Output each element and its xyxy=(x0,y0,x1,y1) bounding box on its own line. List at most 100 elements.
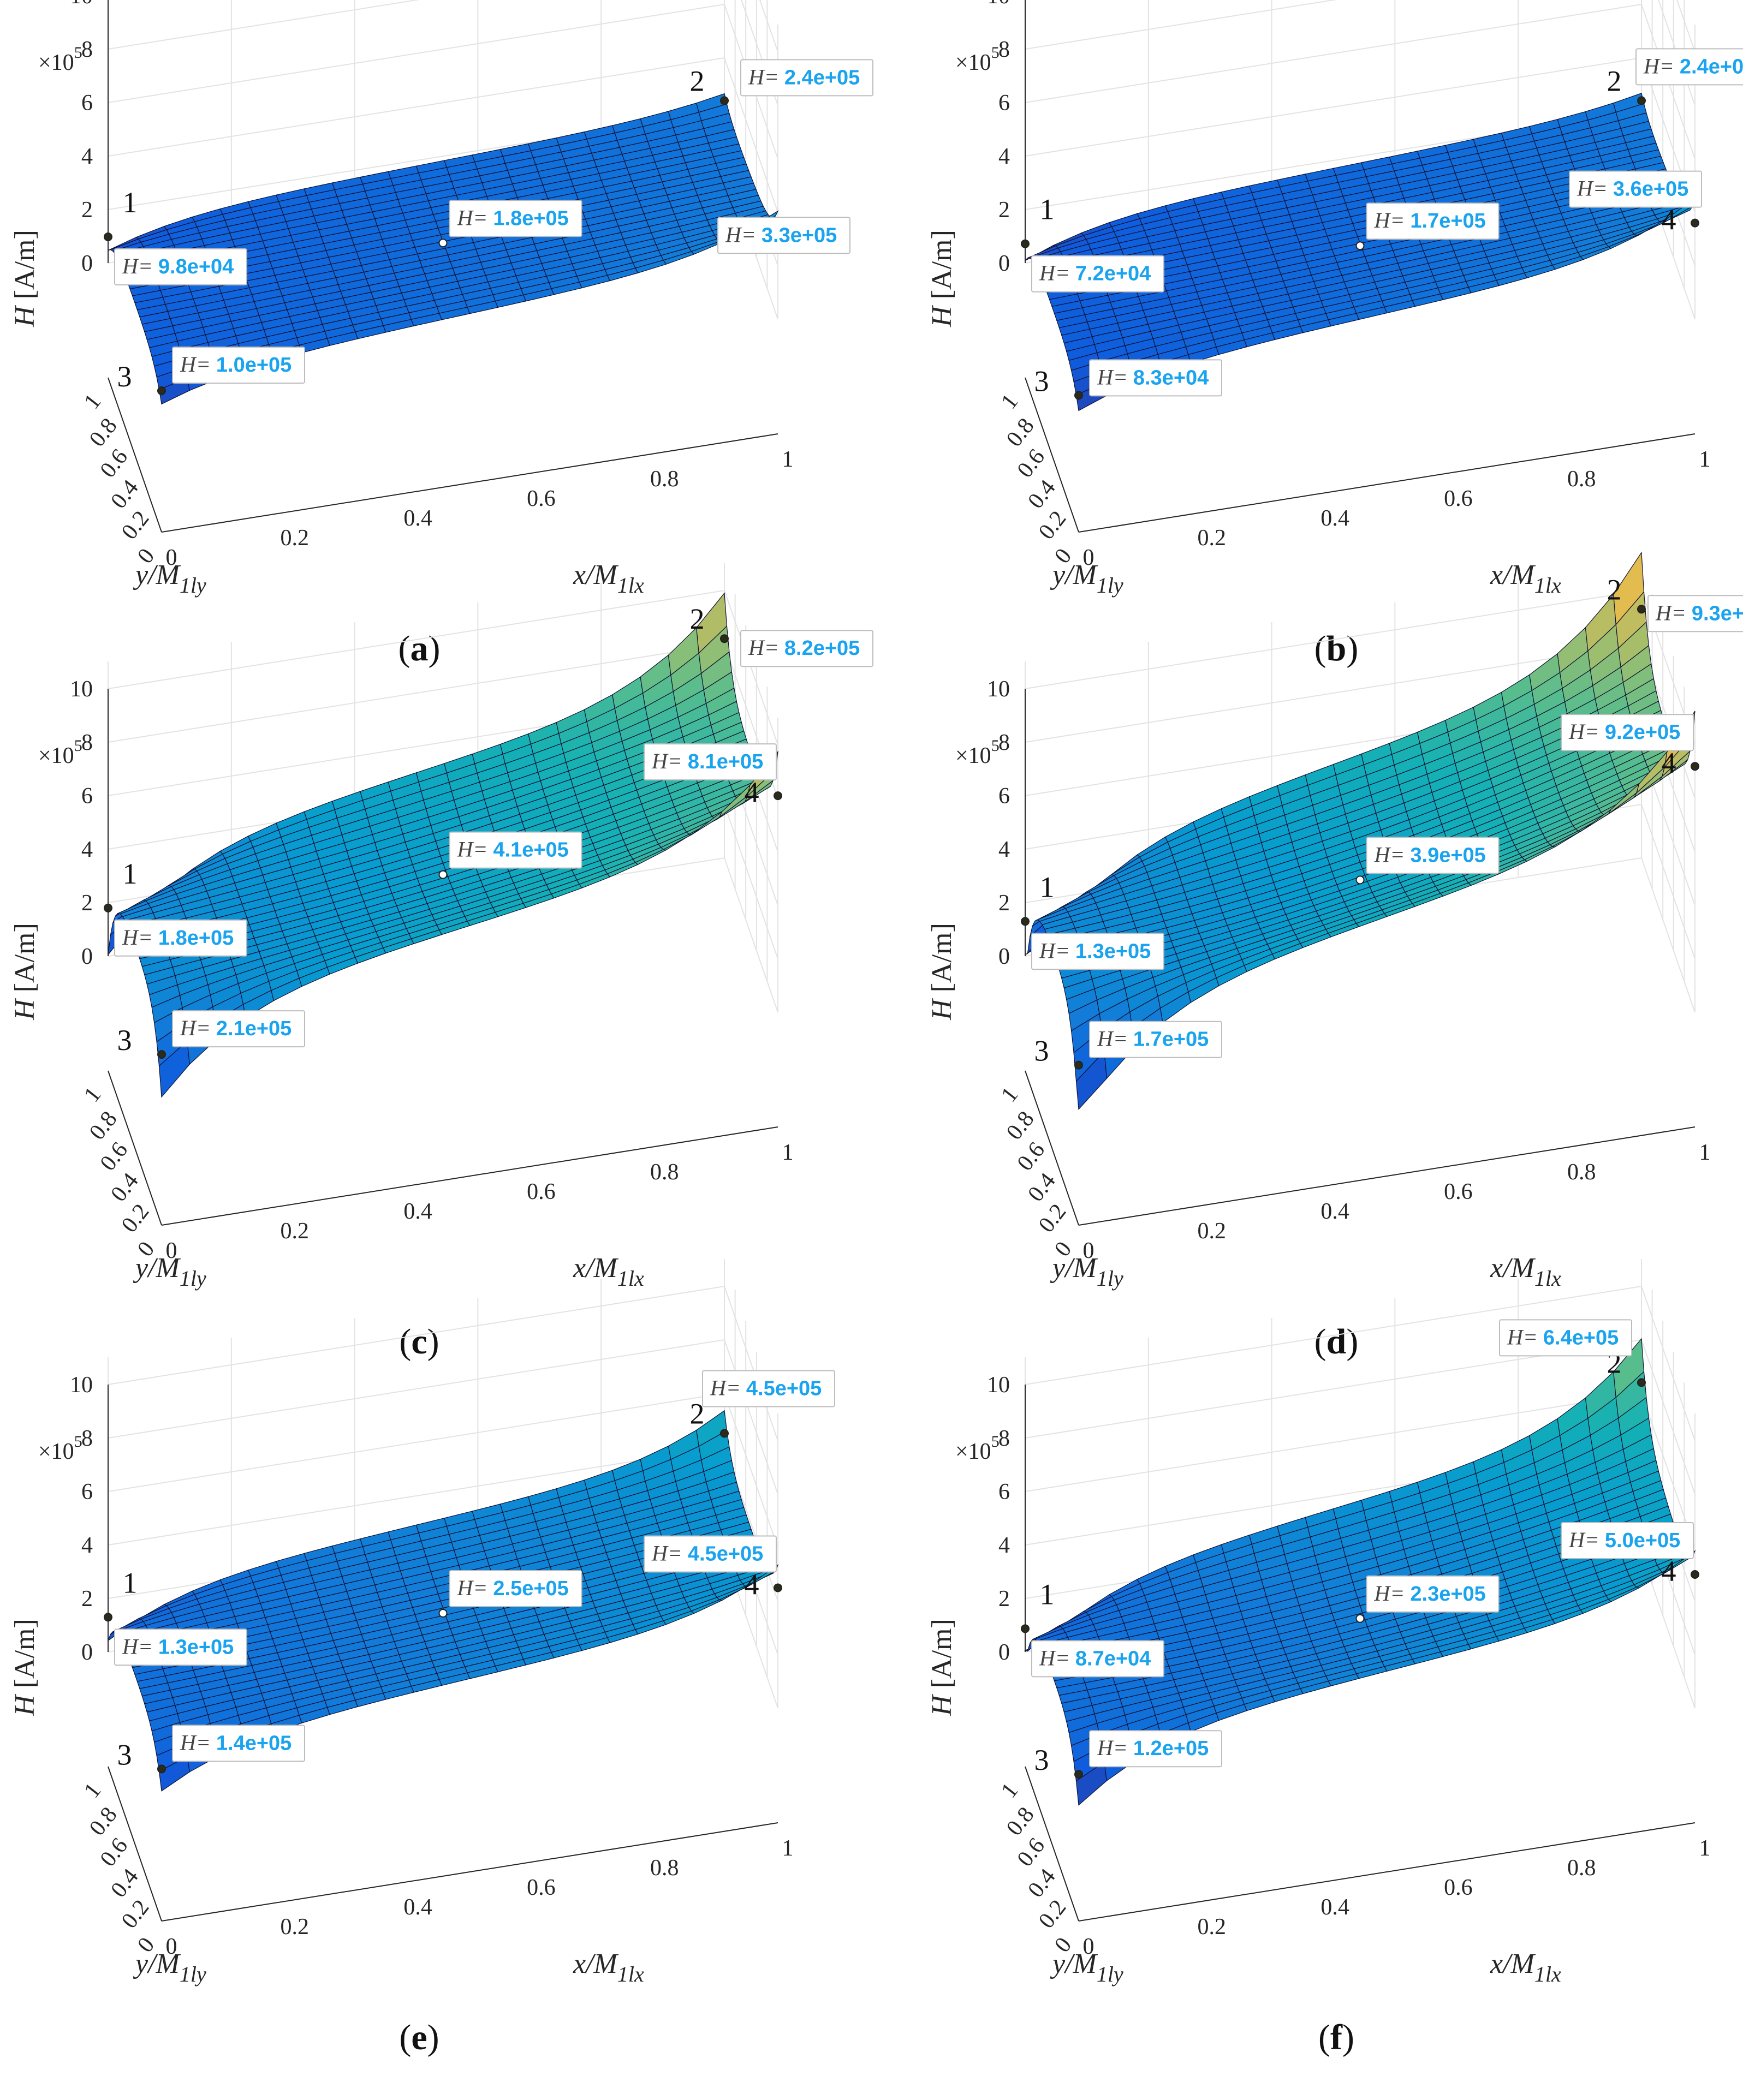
ztick-label: 0 xyxy=(81,944,93,969)
datatip-prefix: H= xyxy=(122,925,158,950)
datatip-prefix: H= xyxy=(1507,1325,1543,1349)
corner-label-2: 2 xyxy=(690,64,705,97)
datatip-box xyxy=(1089,1730,1222,1768)
datatip-text: H= 8.3e+04 xyxy=(1097,365,1209,389)
datatip-box xyxy=(740,59,873,97)
datatip-marker xyxy=(720,1429,729,1438)
x-axis-label-num: x/M xyxy=(573,1948,619,1979)
ytick-label: 0.2 xyxy=(1034,1895,1072,1934)
datatip-text: H= 1.2e+05 xyxy=(1097,1735,1209,1760)
datatip-prefix: H= xyxy=(1568,719,1605,744)
datatip-marker xyxy=(157,386,166,395)
zgrid-line xyxy=(759,0,778,52)
datatip-marker xyxy=(104,1613,112,1622)
datatip-text: H= 1.4e+05 xyxy=(180,1730,292,1755)
y-axis-label: y/M1ly xyxy=(133,1252,206,1291)
xtick-label: 0.6 xyxy=(1444,486,1473,511)
z-axis-label-var: H xyxy=(926,992,957,1021)
z-axis-label-unit: [A/m] xyxy=(926,230,957,299)
datatip-marker xyxy=(438,870,448,879)
xtick-label: 0.8 xyxy=(650,467,679,492)
datatip-text: H= 9.8e+04 xyxy=(122,254,234,278)
ytick-label: 0.6 xyxy=(96,1137,133,1176)
ztick-label: 10 xyxy=(987,0,1010,9)
datatip-prefix: H= xyxy=(651,1541,688,1566)
xtick-label: 0 xyxy=(1083,1934,1094,1959)
corner-label-1: 1 xyxy=(123,1566,138,1599)
corner-label-1: 1 xyxy=(1040,193,1055,226)
datatip-text: H= 1.8e+05 xyxy=(457,205,569,230)
datatip-prefix: H= xyxy=(457,205,493,230)
datatip-box xyxy=(449,200,582,237)
ztick-label: 10 xyxy=(987,677,1010,702)
ytick-label: 0.4 xyxy=(106,1864,144,1902)
ytick-label: 0.6 xyxy=(96,1833,133,1871)
x-axis-label-num: x/M xyxy=(573,559,619,590)
xtick-label: 0.4 xyxy=(403,1895,432,1920)
datatip-text: H= 2.1e+05 xyxy=(180,1016,292,1040)
datatip-text: H= 7.2e+04 xyxy=(1039,261,1151,285)
y-axis-label-sub: 1ly xyxy=(180,1962,206,1986)
ztick-label: 4 xyxy=(81,144,93,169)
ztick-label: 6 xyxy=(81,1479,93,1505)
datatip-text: H= 3.6e+05 xyxy=(1577,176,1688,201)
x-axis-line xyxy=(161,433,778,533)
datatip-box xyxy=(1561,714,1694,751)
corner-label-2: 2 xyxy=(690,602,705,635)
ztick-label: 8 xyxy=(998,37,1010,62)
datatip-marker xyxy=(1637,96,1646,105)
datatip-box xyxy=(172,1725,305,1762)
datatip-box xyxy=(114,1628,247,1666)
z-axis-label-var: H xyxy=(9,992,40,1021)
xtick-label: 0.2 xyxy=(1198,1914,1227,1940)
datatip-prefix: H= xyxy=(122,1634,158,1658)
xtick-label: 0.6 xyxy=(1444,1179,1473,1204)
z-axis-label-unit: [A/m] xyxy=(926,1619,957,1688)
datatip-marker xyxy=(1074,391,1083,400)
datatip-text: H= 8.7e+04 xyxy=(1039,1645,1151,1670)
x-axis-line xyxy=(1078,1822,1696,1922)
datatip-text: H= 2.3e+05 xyxy=(1374,1581,1486,1606)
datatip-box xyxy=(449,831,582,869)
ytick-label: 1 xyxy=(79,1083,106,1107)
xtick-label: 0.4 xyxy=(1320,506,1349,531)
x-axis-label-sub: 1lx xyxy=(1534,1266,1561,1291)
xtick-label: 0.8 xyxy=(1567,1160,1596,1185)
datatip-text: H= 5.0e+05 xyxy=(1568,1528,1680,1552)
panel-caption-letter: c xyxy=(411,1322,427,1362)
panel-caption-open: ( xyxy=(399,2018,411,2057)
datatip-box xyxy=(1031,1640,1164,1678)
x-axis-label-sub: 1lx xyxy=(1534,1962,1561,1986)
z-exponent-power: 5 xyxy=(74,737,82,755)
datatip-marker xyxy=(774,1583,782,1592)
datatip-value: 1.8e+05 xyxy=(158,927,234,950)
datatip-value: 1.7e+05 xyxy=(1133,1028,1209,1051)
panel-caption: (d) xyxy=(1314,1322,1359,1362)
panel-caption: (a) xyxy=(398,629,441,669)
zgrid-line xyxy=(108,1285,778,1441)
ytick-label: 0.6 xyxy=(1013,1137,1050,1176)
zgrid-line xyxy=(1025,0,1696,106)
y-axis-label: y/M1ly xyxy=(133,1948,206,1986)
x-axis-label: x/M1lx xyxy=(573,559,644,598)
datatip-marker xyxy=(104,232,112,241)
panel-caption-open: ( xyxy=(1314,1322,1326,1362)
corner-label-3: 3 xyxy=(1034,365,1049,397)
ztick-label: 2 xyxy=(81,1586,93,1612)
panel-caption: (e) xyxy=(399,2018,439,2057)
ytick-label: 0.6 xyxy=(1013,444,1050,482)
x-axis-label: x/M1lx xyxy=(1490,559,1561,598)
ytick-label: 0.8 xyxy=(85,1803,122,1841)
y-axis-label: y/M1ly xyxy=(1050,1948,1123,1986)
datatip-prefix: H= xyxy=(1097,365,1133,389)
datatip-value: 1.3e+05 xyxy=(1075,940,1151,963)
datatip-text: H= 3.3e+05 xyxy=(725,222,837,247)
xtick-label: 0.8 xyxy=(1567,467,1596,492)
datatip-prefix: H= xyxy=(748,64,784,89)
x-axis-line xyxy=(1078,1126,1696,1226)
datatip-value: 2.4e+05 xyxy=(784,66,860,89)
xtick-label: 0.2 xyxy=(281,526,310,551)
panel-caption-open: ( xyxy=(398,629,411,669)
datatip-prefix: H= xyxy=(1039,938,1075,963)
corner-label-1: 1 xyxy=(123,186,138,219)
